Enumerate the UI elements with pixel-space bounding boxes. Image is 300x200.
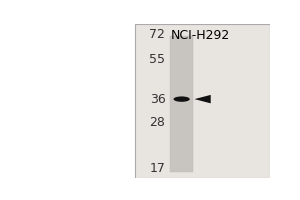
Ellipse shape [173, 96, 190, 102]
Text: NCI-H292: NCI-H292 [171, 29, 230, 42]
Bar [135, 24, 270, 178]
Bar [170, 36, 193, 172]
Polygon shape [194, 95, 211, 103]
Text: 28: 28 [149, 116, 165, 129]
Text: 72: 72 [149, 28, 165, 41]
Text: 36: 36 [150, 93, 165, 106]
Text: 55: 55 [149, 53, 165, 66]
Text: 17: 17 [149, 162, 165, 175]
